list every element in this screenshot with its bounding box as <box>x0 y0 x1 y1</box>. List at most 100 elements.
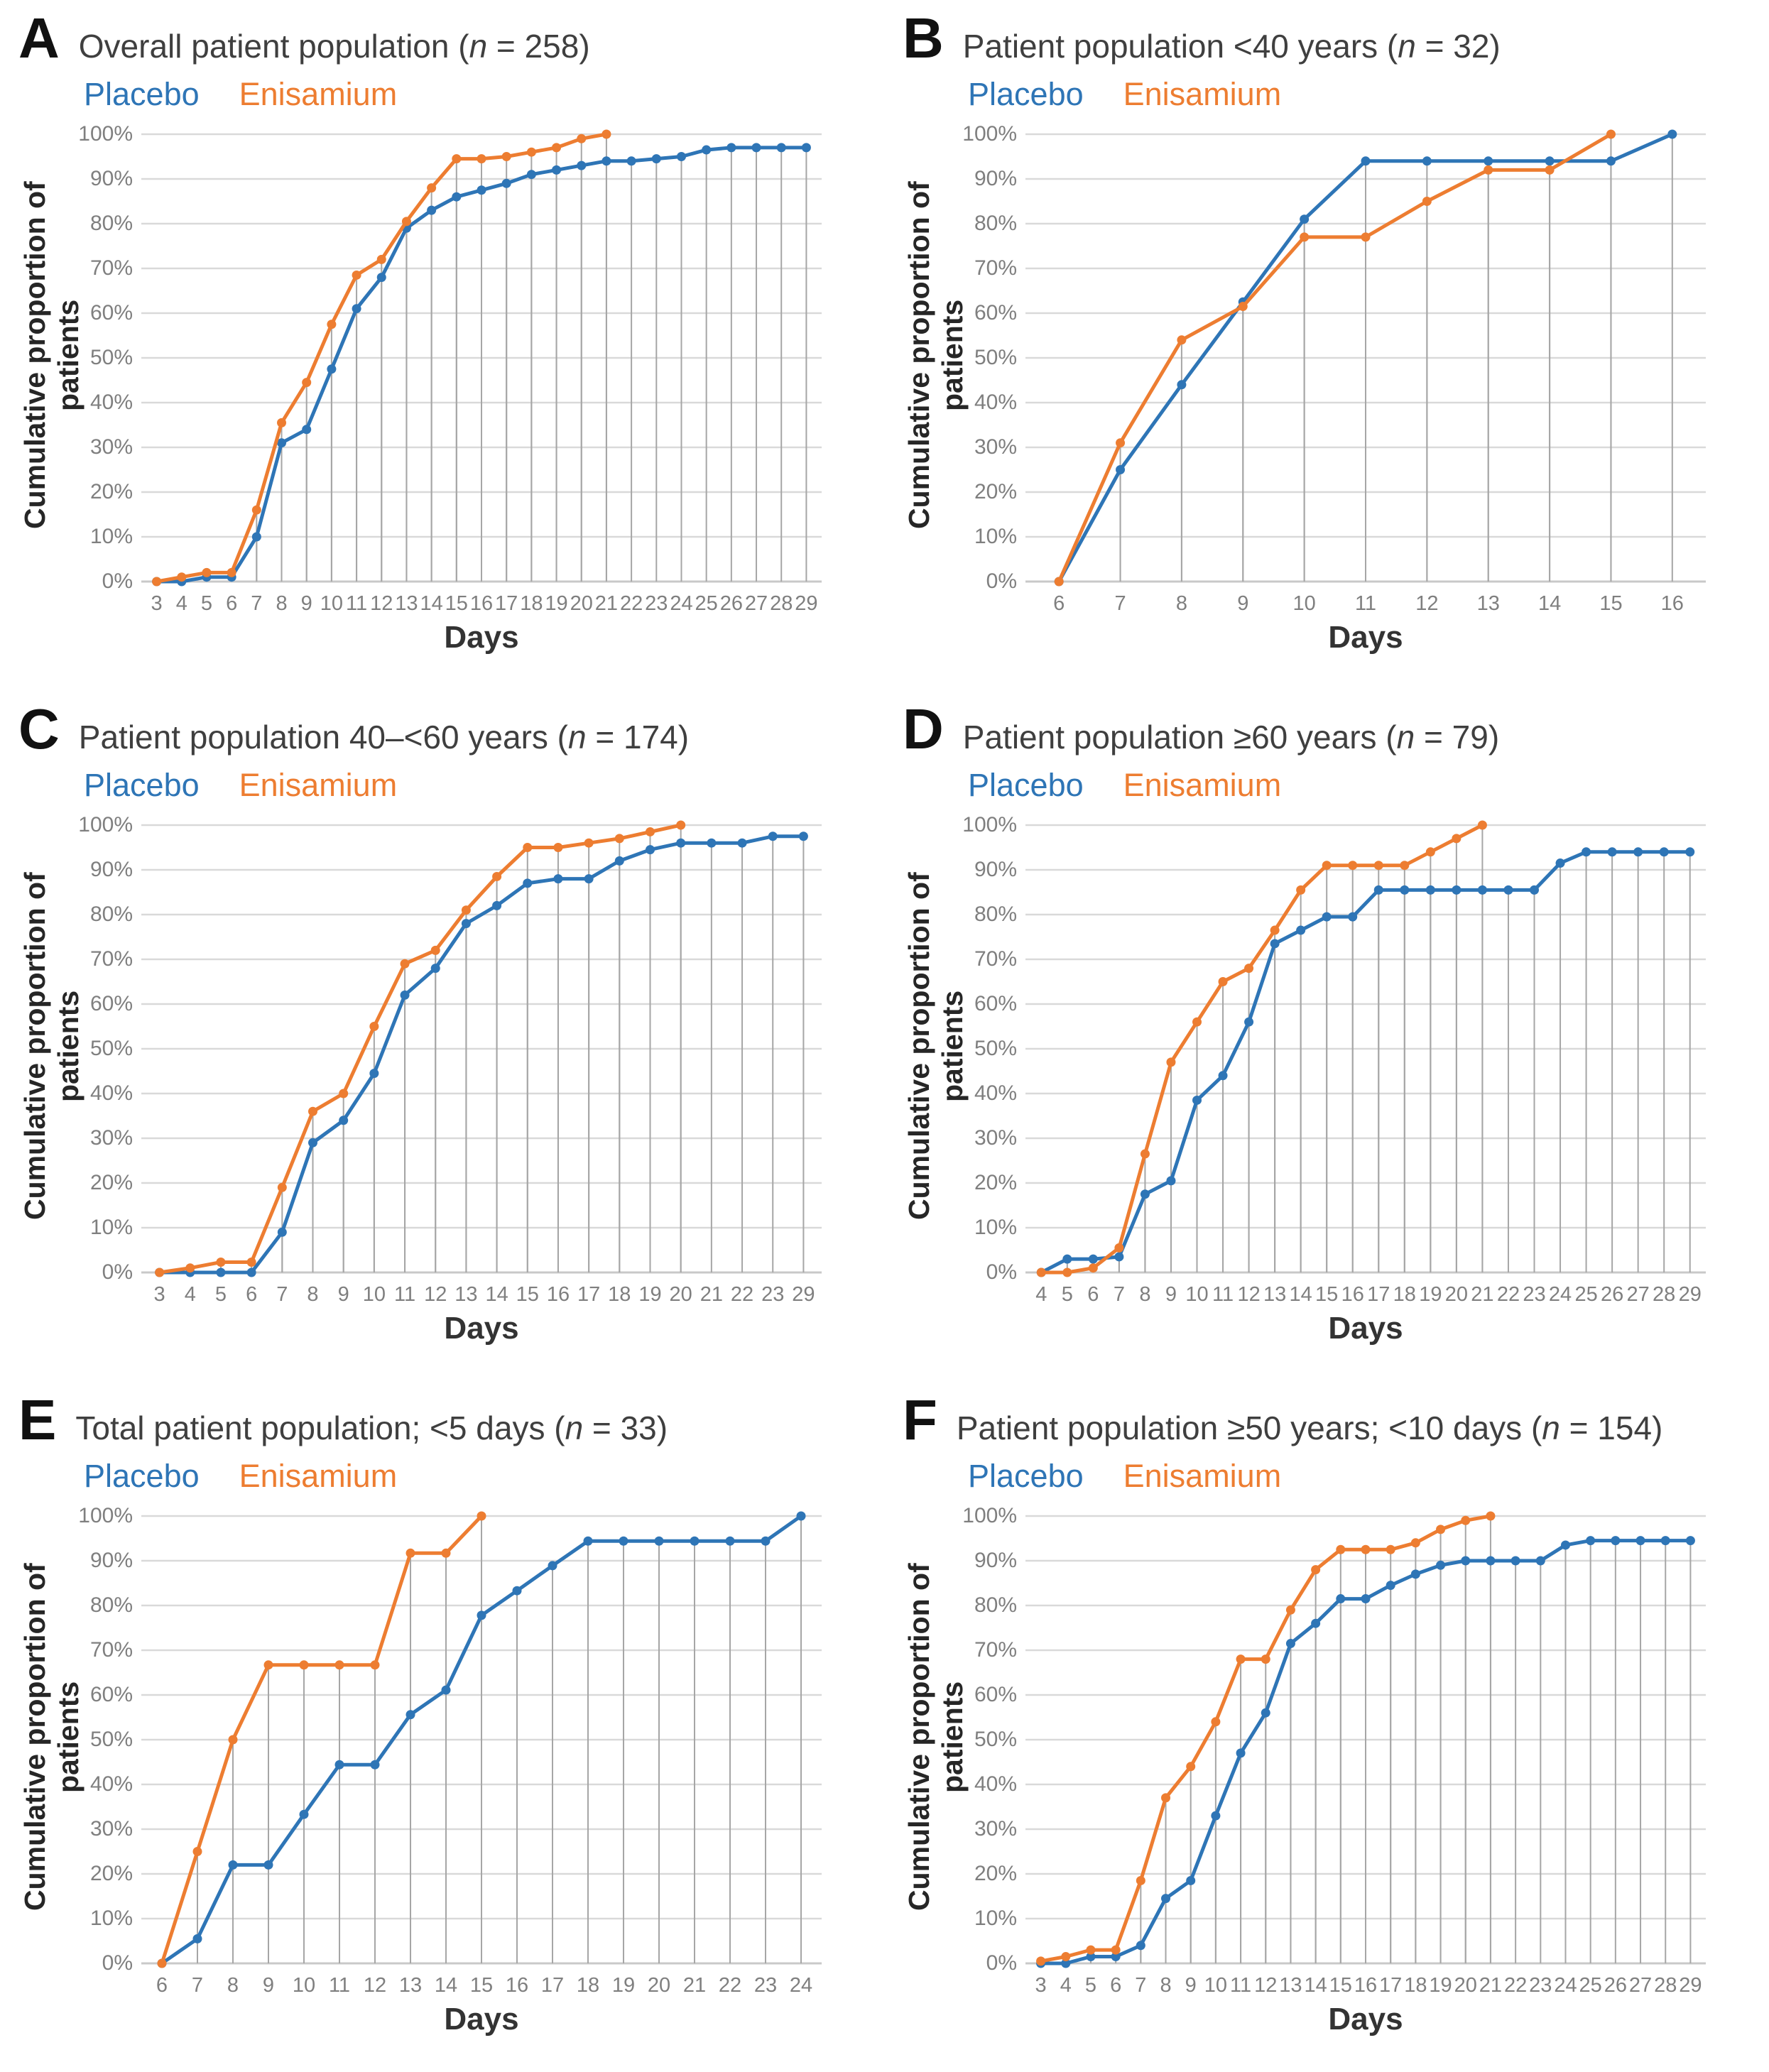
svg-text:10: 10 <box>293 1974 315 1997</box>
svg-text:7: 7 <box>1114 1283 1125 1306</box>
svg-text:21: 21 <box>1471 1283 1493 1306</box>
svg-text:13: 13 <box>455 1283 477 1306</box>
svg-text:60%: 60% <box>974 991 1017 1015</box>
chart-area: Cumulative proportion of patients 0% 10% 2… <box>18 807 884 1354</box>
svg-text:20%: 20% <box>974 479 1017 503</box>
svg-text:60%: 60% <box>974 1682 1017 1706</box>
svg-text:22: 22 <box>1497 1283 1520 1306</box>
svg-text:90%: 90% <box>90 166 133 190</box>
svg-text:70%: 70% <box>974 256 1017 279</box>
svg-text:12: 12 <box>424 1283 447 1306</box>
svg-text:8: 8 <box>1176 592 1187 615</box>
svg-text:6: 6 <box>156 1974 168 1997</box>
svg-text:15: 15 <box>1329 1974 1352 1997</box>
svg-text:19: 19 <box>1419 1283 1442 1306</box>
panel-letter: C <box>18 697 60 760</box>
svg-text:30%: 30% <box>974 1125 1017 1149</box>
legend-enisamium-label: Enisamium <box>1123 767 1282 803</box>
svg-text:60%: 60% <box>90 991 133 1015</box>
svg-text:3: 3 <box>1035 1974 1047 1997</box>
y-axis-title: Cumulative proportion of patients <box>903 1562 969 1911</box>
svg-text:30%: 30% <box>90 1816 133 1840</box>
svg-text:22: 22 <box>1504 1974 1527 1997</box>
svg-text:80%: 80% <box>90 1593 133 1616</box>
svg-text:13: 13 <box>395 592 418 615</box>
svg-text:15: 15 <box>470 1974 493 1997</box>
svg-text:12: 12 <box>1415 592 1438 615</box>
svg-text:60%: 60% <box>90 1682 133 1706</box>
svg-text:19: 19 <box>638 1283 661 1306</box>
legend-enisamium-label: Enisamium <box>1123 1458 1282 1494</box>
svg-text:70%: 70% <box>974 947 1017 970</box>
svg-text:9: 9 <box>301 592 312 615</box>
svg-text:19: 19 <box>612 1974 635 1997</box>
legend-placebo-label: Placebo <box>84 1458 200 1494</box>
svg-text:11: 11 <box>1355 592 1376 615</box>
svg-text:24: 24 <box>670 592 692 615</box>
svg-text:17: 17 <box>1367 1283 1390 1306</box>
svg-text:23: 23 <box>645 592 668 615</box>
panel-header: D Patient population ≥60 years (n = 79) <box>903 701 1769 758</box>
svg-text:7: 7 <box>251 592 262 615</box>
svg-text:10: 10 <box>1204 1974 1227 1997</box>
svg-text:16: 16 <box>1661 592 1684 615</box>
svg-text:24: 24 <box>1549 1283 1572 1306</box>
panel-letter: B <box>903 6 945 70</box>
svg-text:4: 4 <box>1060 1974 1072 1997</box>
chart-area: Cumulative proportion of patients 0% 10% 2… <box>903 1498 1769 2045</box>
svg-text:18: 18 <box>1393 1283 1416 1306</box>
svg-text:13: 13 <box>1263 1283 1286 1306</box>
svg-text:18: 18 <box>520 592 543 615</box>
svg-text:90%: 90% <box>90 1548 133 1571</box>
svg-text:12: 12 <box>1237 1283 1260 1306</box>
panel-title: Total patient population; <5 days (n = 3… <box>75 1409 668 1446</box>
legend-placebo-label: Placebo <box>84 76 200 112</box>
svg-text:6: 6 <box>1110 1974 1121 1997</box>
svg-text:14: 14 <box>485 1283 508 1306</box>
svg-text:7: 7 <box>276 1283 288 1306</box>
svg-text:20%: 20% <box>974 1861 1017 1885</box>
legend-placebo-label: Placebo <box>968 1458 1084 1494</box>
svg-text:23: 23 <box>761 1283 784 1306</box>
svg-text:4: 4 <box>1035 1283 1047 1306</box>
panel-title: Patient population 40–<60 years (n = 174… <box>78 719 690 756</box>
svg-text:50%: 50% <box>90 1036 133 1059</box>
svg-text:5: 5 <box>215 1283 227 1306</box>
svg-text:100%: 100% <box>962 812 1017 836</box>
chart-legend: Placebo Enisamium <box>84 1458 884 1494</box>
svg-text:90%: 90% <box>974 857 1017 880</box>
line-chart-svg: 0% 10% 20% 30% 40% 50% 60% 70% 80% 90% 100% 6 7 8 9 10 1… <box>962 121 1706 655</box>
svg-text:7: 7 <box>1114 592 1126 615</box>
svg-text:14: 14 <box>1290 1283 1312 1306</box>
svg-text:30%: 30% <box>974 1816 1017 1840</box>
svg-text:14: 14 <box>1304 1974 1327 1997</box>
svg-text:Days: Days <box>444 2002 518 2036</box>
svg-text:12: 12 <box>370 592 393 615</box>
svg-text:0%: 0% <box>986 569 1017 592</box>
svg-text:15: 15 <box>1315 1283 1338 1306</box>
svg-text:13: 13 <box>399 1974 422 1997</box>
svg-text:40%: 40% <box>90 1081 133 1104</box>
chart-legend: Placebo Enisamium <box>84 77 884 112</box>
svg-text:25: 25 <box>1574 1283 1597 1306</box>
svg-text:8: 8 <box>227 1974 239 1997</box>
svg-text:9: 9 <box>1237 592 1248 615</box>
svg-text:60%: 60% <box>974 300 1017 324</box>
svg-text:8: 8 <box>276 592 287 615</box>
svg-text:27: 27 <box>745 592 768 615</box>
svg-text:8: 8 <box>1160 1974 1171 1997</box>
svg-text:18: 18 <box>1404 1974 1427 1997</box>
svg-text:80%: 80% <box>90 902 133 925</box>
y-axis-title: Cumulative proportion of patients <box>18 871 85 1220</box>
svg-text:9: 9 <box>263 1974 274 1997</box>
svg-text:70%: 70% <box>90 256 133 279</box>
legend-enisamium-label: Enisamium <box>239 76 398 112</box>
svg-text:Days: Days <box>444 620 518 655</box>
svg-text:9: 9 <box>338 1283 349 1306</box>
svg-text:16: 16 <box>1341 1283 1364 1306</box>
line-chart-svg: 0%10%20%30%40%50%60%70%80%90%100%4 5 6 7 8 9 1… <box>962 812 1706 1346</box>
svg-text:10: 10 <box>1293 592 1316 615</box>
svg-text:16: 16 <box>1354 1974 1377 1997</box>
svg-text:80%: 80% <box>90 211 133 234</box>
svg-text:10%: 10% <box>974 1215 1017 1238</box>
